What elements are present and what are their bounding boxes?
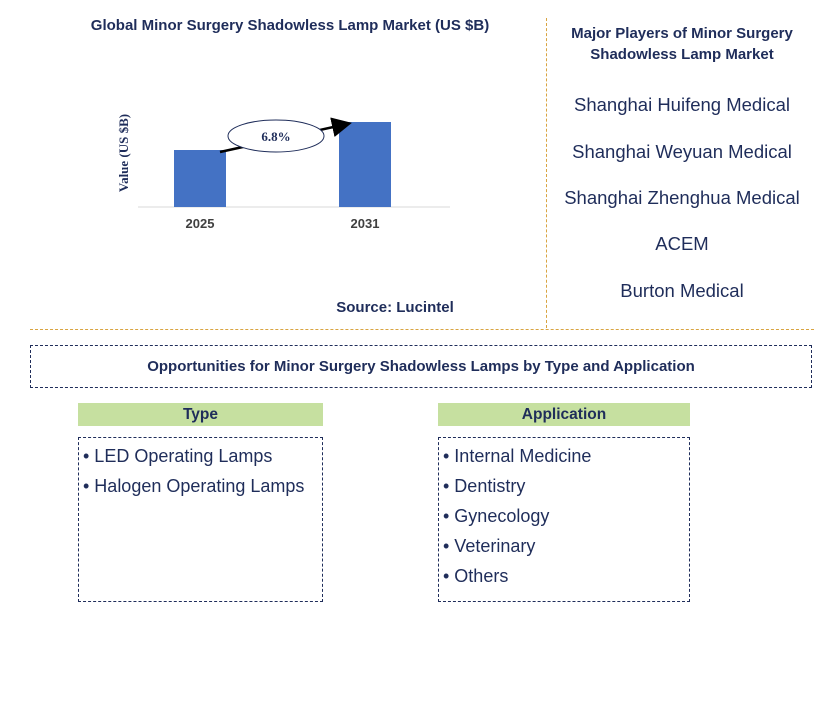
bar-2031	[339, 122, 391, 207]
y-axis-label: Value (US $B)	[116, 114, 131, 192]
application-list: • Internal Medicine • Dentistry • Gyneco…	[438, 437, 690, 602]
player-item: Shanghai Zhenghua Medical	[564, 187, 800, 208]
player-item: Shanghai Weyuan Medical	[572, 141, 792, 162]
players-title-line1: Major Players of Minor Surgery	[571, 25, 793, 42]
application-item: • Others	[443, 566, 509, 586]
horizontal-divider	[30, 329, 814, 330]
player-item: Burton Medical	[620, 280, 744, 301]
source-label: Source: Lucintel	[336, 299, 454, 316]
type-item: • Halogen Operating Lamps	[83, 476, 305, 496]
bar-2025	[174, 150, 226, 207]
type-header: Type	[78, 403, 323, 426]
chart-title: Global Minor Surgery Shadowless Lamp Mar…	[90, 17, 490, 34]
application-item: • Internal Medicine	[443, 446, 592, 466]
players-title-line2: Shadowless Lamp Market	[590, 46, 774, 63]
x-tick-label: 2025	[186, 216, 215, 231]
vertical-divider	[546, 18, 547, 328]
application-item: • Dentistry	[443, 476, 526, 496]
application-header: Application	[438, 403, 690, 426]
type-item: • LED Operating Lamps	[83, 446, 273, 466]
players-title: Major Players of Minor Surgery Shadowles…	[556, 23, 808, 65]
x-tick-label: 2031	[351, 216, 380, 231]
application-item: • Gynecology	[443, 506, 550, 526]
opportunities-title: Opportunities for Minor Surgery Shadowle…	[30, 345, 812, 388]
bar-chart: Value (US $B) 6.8% 2025 2031	[116, 114, 450, 231]
player-item: ACEM	[655, 233, 709, 254]
type-list: • LED Operating Lamps • Halogen Operatin…	[78, 437, 323, 602]
cagr-label: 6.8%	[261, 129, 290, 144]
application-item: • Veterinary	[443, 536, 536, 556]
cagr-ellipse	[227, 119, 325, 153]
player-item: Shanghai Huifeng Medical	[574, 94, 790, 115]
